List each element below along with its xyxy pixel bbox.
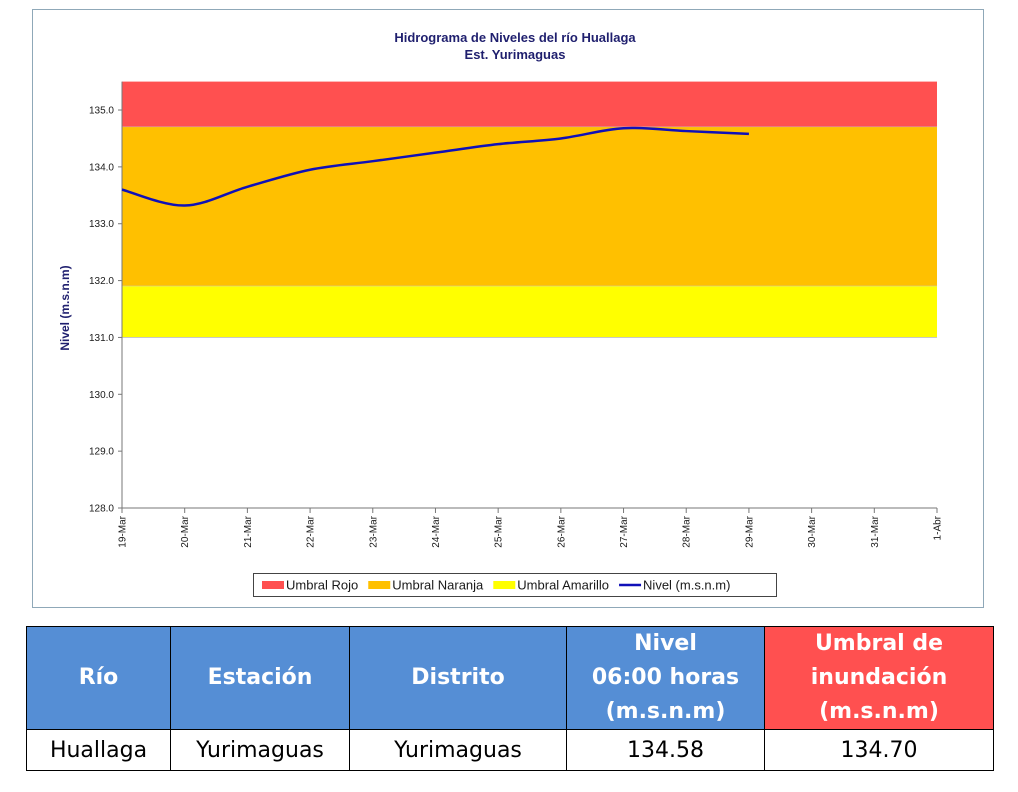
y-tick-label: 135.0 — [89, 106, 114, 117]
x-tick-label: 28-Mar — [682, 515, 693, 547]
header-cell: Distrito — [349, 626, 567, 730]
x-tick-label: 30-Mar — [807, 515, 818, 547]
y-tick-label: 130.0 — [89, 390, 114, 401]
legend-swatch — [262, 581, 284, 589]
legend-swatch — [368, 581, 391, 589]
x-tick-label: 31-Mar — [870, 515, 881, 547]
data-table: Río Estación Distrito Nivel 06:00 horas (m.… — [26, 626, 994, 771]
x-tick-label: 23-Mar — [368, 515, 379, 547]
header-cell: Río — [26, 626, 171, 730]
table-cell: Huallaga — [26, 729, 171, 771]
x-tick-label: 24-Mar — [431, 515, 442, 547]
y-axis-label: Nivel (m.s.n.m) — [58, 265, 72, 350]
threshold-band — [122, 286, 937, 338]
y-tick-label: 134.0 — [89, 162, 114, 173]
table-header: Río Estación Distrito Nivel 06:00 horas (m.… — [26, 626, 994, 730]
legend-label: Umbral Naranja — [392, 578, 484, 593]
chart-title: Hidrograma de Niveles del río Huallaga — [394, 30, 636, 45]
x-tick-label: 21-Mar — [243, 515, 254, 547]
table-cell: Yurimaguas — [349, 729, 567, 771]
x-tick-label: 27-Mar — [619, 515, 630, 547]
chart: Hidrograma de Niveles del río Huallaga E… — [32, 9, 984, 608]
x-tick-label: 1-Abr — [933, 515, 944, 540]
y-tick-label: 132.0 — [89, 276, 114, 287]
table-row: Huallaga Yurimaguas Yurimaguas 134.58 134.70 — [26, 729, 994, 771]
x-tick-label: 29-Mar — [744, 515, 755, 547]
legend-label: Nivel (m.s.n.m) — [643, 578, 730, 593]
chart-subtitle: Est. Yurimaguas — [465, 47, 566, 62]
y-tick-label: 131.0 — [89, 333, 114, 344]
level-line — [121, 126, 749, 207]
legend-label: Umbral Rojo — [286, 578, 358, 593]
x-tick-label: 25-Mar — [494, 515, 505, 547]
x-tick-label: 22-Mar — [306, 515, 317, 547]
legend-label: Umbral Amarillo — [517, 578, 609, 593]
threshold-band — [122, 81, 937, 128]
table-cell: 134.70 — [764, 729, 994, 771]
y-tick-label: 133.0 — [89, 219, 114, 230]
x-tick-label: 26-Mar — [556, 515, 567, 547]
header-cell: Estación — [170, 626, 350, 730]
header-cell: Umbral de inundación (m.s.n.m) — [764, 626, 994, 730]
header-cell: Nivel 06:00 horas (m.s.n.m) — [566, 626, 765, 730]
table-cell: 134.58 — [566, 729, 765, 771]
table-cell: Yurimaguas — [170, 729, 350, 771]
y-tick-label: 128.0 — [89, 504, 114, 515]
threshold-band — [122, 127, 937, 287]
x-tick-label: 19-Mar — [118, 515, 129, 547]
x-tick-label: 20-Mar — [180, 515, 191, 547]
y-tick-label: 129.0 — [89, 447, 114, 458]
legend-swatch — [493, 581, 516, 589]
